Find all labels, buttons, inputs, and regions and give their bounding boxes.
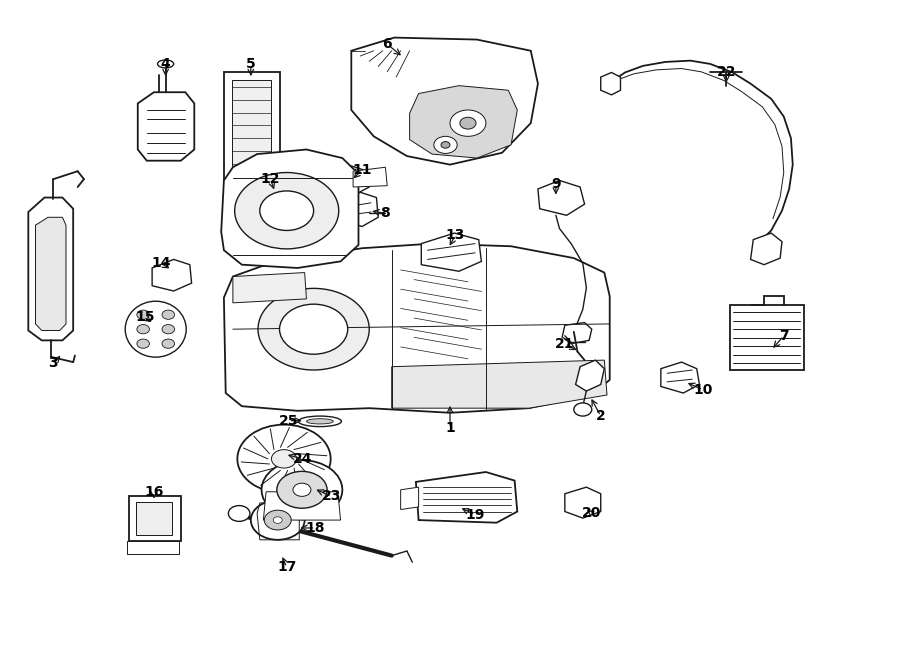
Polygon shape [331, 166, 369, 196]
Polygon shape [416, 472, 518, 523]
Polygon shape [576, 360, 604, 391]
Polygon shape [661, 362, 699, 393]
Text: 9: 9 [551, 177, 561, 192]
Polygon shape [410, 86, 518, 158]
Text: 8: 8 [381, 206, 391, 220]
Bar [129, 496, 181, 541]
Circle shape [434, 136, 457, 153]
Circle shape [265, 510, 292, 530]
Circle shape [574, 403, 592, 416]
Ellipse shape [125, 301, 186, 357]
Ellipse shape [306, 418, 333, 424]
Text: 21: 21 [555, 336, 574, 351]
Circle shape [277, 471, 327, 508]
Bar [136, 502, 172, 535]
Circle shape [137, 339, 149, 348]
Circle shape [274, 517, 283, 524]
Circle shape [293, 483, 310, 496]
Polygon shape [600, 73, 620, 95]
Circle shape [460, 117, 476, 129]
Ellipse shape [299, 416, 341, 426]
Polygon shape [421, 233, 482, 271]
Polygon shape [400, 487, 418, 510]
Text: 2: 2 [596, 409, 606, 423]
Bar [232, 81, 272, 212]
Text: 19: 19 [465, 508, 485, 522]
Polygon shape [340, 192, 378, 227]
Polygon shape [224, 244, 609, 412]
Circle shape [258, 288, 369, 370]
Circle shape [238, 424, 330, 493]
Polygon shape [562, 323, 592, 344]
Polygon shape [221, 149, 358, 268]
Text: 1: 1 [446, 421, 454, 435]
Circle shape [162, 339, 175, 348]
Polygon shape [392, 360, 607, 408]
Text: 10: 10 [693, 383, 713, 397]
Circle shape [162, 310, 175, 319]
Text: 17: 17 [277, 561, 296, 574]
Text: 22: 22 [716, 65, 736, 79]
Text: 14: 14 [151, 256, 171, 270]
Text: 15: 15 [135, 310, 155, 325]
Polygon shape [538, 180, 585, 215]
Text: 23: 23 [322, 489, 341, 504]
Polygon shape [565, 487, 600, 518]
Polygon shape [138, 93, 194, 161]
Ellipse shape [158, 60, 174, 68]
Text: 5: 5 [246, 57, 256, 71]
Text: 20: 20 [582, 506, 601, 520]
Text: 25: 25 [279, 414, 298, 428]
Circle shape [441, 141, 450, 148]
Text: 6: 6 [382, 37, 392, 51]
Circle shape [251, 500, 304, 540]
Polygon shape [751, 233, 782, 264]
Circle shape [280, 304, 347, 354]
Polygon shape [233, 272, 306, 303]
Polygon shape [351, 38, 538, 165]
Text: 3: 3 [49, 356, 58, 370]
Circle shape [229, 506, 250, 522]
Circle shape [260, 191, 313, 231]
Circle shape [272, 449, 297, 468]
Text: 11: 11 [352, 163, 372, 177]
Circle shape [262, 460, 342, 520]
Bar [730, 305, 804, 370]
Circle shape [137, 310, 149, 319]
Text: 24: 24 [293, 452, 312, 466]
Polygon shape [152, 259, 192, 291]
Polygon shape [35, 217, 66, 330]
Circle shape [162, 325, 175, 334]
Text: 4: 4 [161, 57, 170, 71]
Polygon shape [127, 541, 179, 555]
Text: 18: 18 [306, 521, 325, 535]
Text: 7: 7 [779, 329, 788, 343]
Polygon shape [353, 167, 387, 187]
Polygon shape [28, 198, 73, 340]
Circle shape [137, 325, 149, 334]
Circle shape [235, 173, 338, 249]
Text: 12: 12 [261, 172, 280, 186]
Text: 13: 13 [446, 228, 465, 242]
Bar [224, 73, 280, 221]
Polygon shape [264, 492, 340, 520]
Text: 16: 16 [144, 485, 164, 499]
Circle shape [450, 110, 486, 136]
